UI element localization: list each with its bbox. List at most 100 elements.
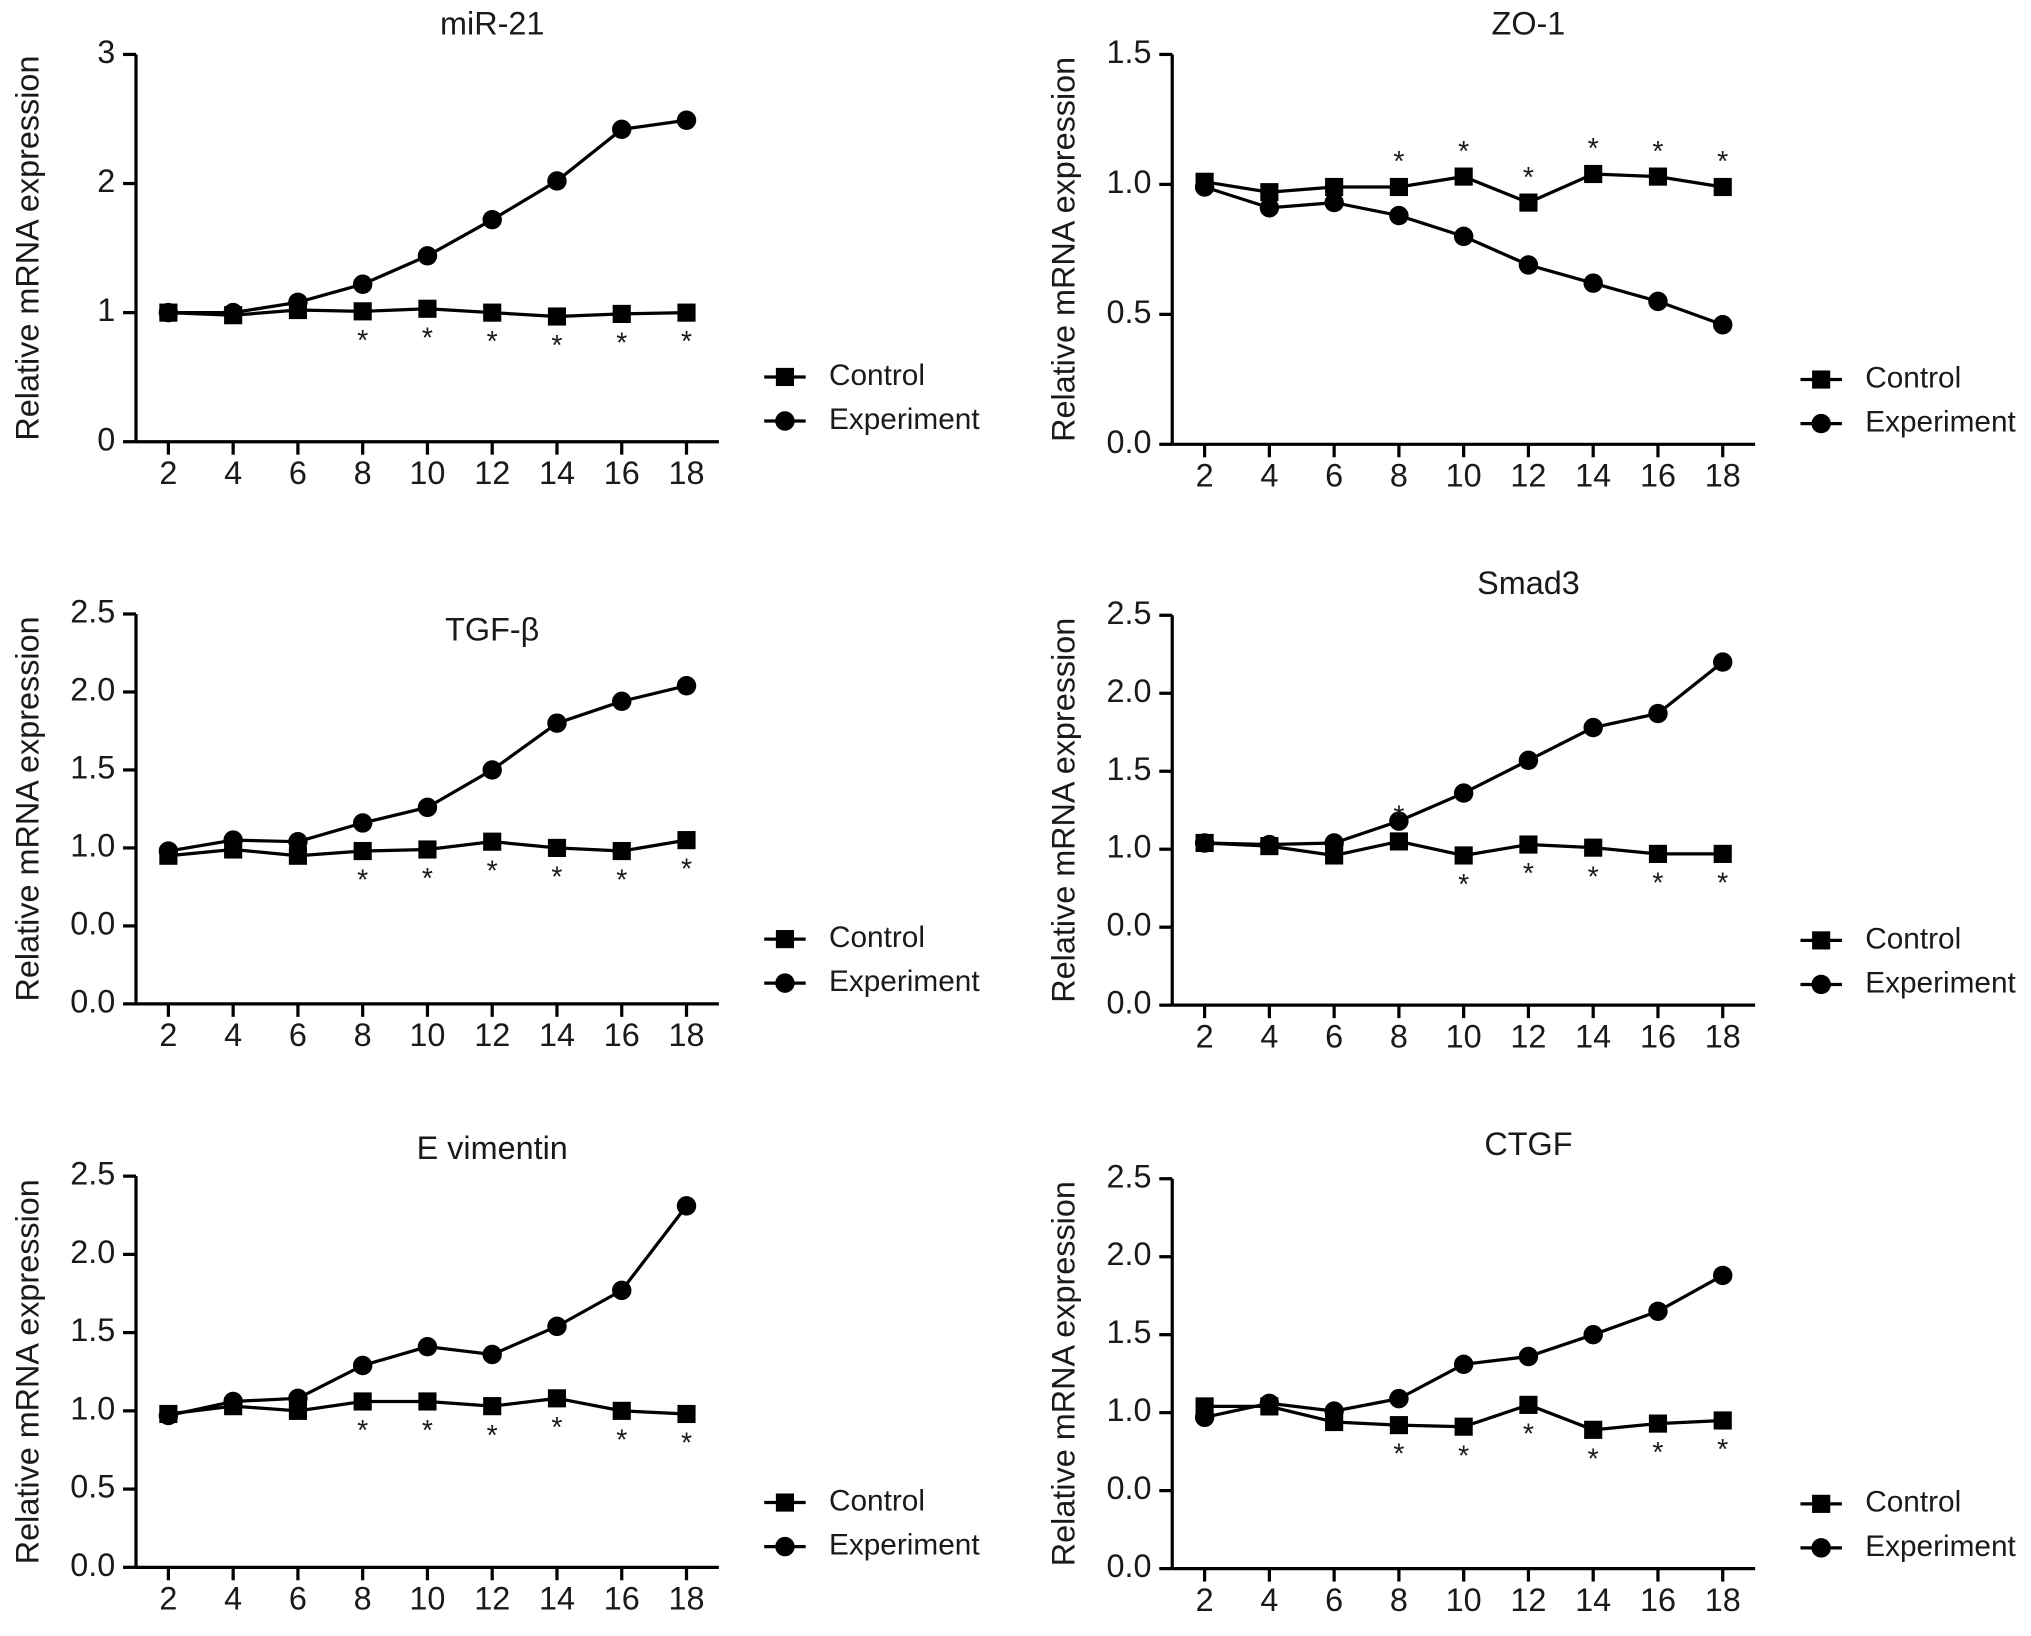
y-tick-label: 1.5 (1106, 751, 1151, 787)
marker-square (612, 1401, 631, 1420)
x-tick-label: 14 (539, 455, 575, 491)
y-axis-label: Relative mRNA expression (9, 1179, 45, 1564)
marker-circle (547, 1316, 567, 1337)
legend-marker (775, 367, 795, 387)
marker-square (1648, 844, 1668, 863)
significance-mark: * (1458, 869, 1469, 901)
x-tick-label: 18 (668, 1017, 704, 1053)
legend-marker (1812, 931, 1831, 950)
significance-mark: * (1458, 1440, 1469, 1472)
series-line (168, 684, 687, 853)
x-tick-label: 4 (224, 1581, 242, 1617)
legend-marker (1812, 370, 1831, 389)
y-axis-label: Relative mRNA expression (1046, 57, 1082, 442)
marker-square (1389, 177, 1408, 197)
x-tick-label: 8 (354, 455, 372, 491)
marker-square (1454, 167, 1473, 186)
panel: Smad3 Relative mRNA expression 0.0 0.0 1.0 1.… (1046, 565, 2017, 1054)
legend-marker (775, 973, 795, 993)
x-tick-label: 8 (1390, 458, 1408, 494)
significance-mark: * (1393, 146, 1404, 178)
marker-circle (1713, 652, 1733, 672)
legend-marker (1811, 1538, 1831, 1558)
significance-mark: * (551, 862, 562, 894)
x-tick-label: 6 (1325, 1018, 1343, 1054)
marker-circle (1259, 198, 1280, 218)
y-tick-label: 3 (97, 34, 115, 70)
marker-circle (1259, 1393, 1280, 1414)
marker-square (1584, 164, 1603, 184)
significance-mark: * (616, 865, 627, 897)
marker-circle (547, 171, 567, 191)
significance-mark: * (551, 330, 562, 362)
chart-title: CTGF (1484, 1126, 1572, 1162)
marker-circle (1324, 833, 1344, 853)
x-tick-label: 16 (604, 1581, 640, 1617)
significance-mark: * (422, 863, 433, 895)
marker-circle (482, 209, 502, 230)
x-tick-label: 12 (1510, 1018, 1546, 1054)
y-axis-label: Relative mRNA expression (1046, 1181, 1082, 1566)
marker-circle (1453, 226, 1474, 247)
marker-square (1648, 1414, 1668, 1433)
significance-mark: * (681, 326, 692, 358)
marker-square (483, 832, 502, 851)
marker-square (1648, 167, 1668, 186)
marker-circle (1583, 717, 1603, 738)
marker-circle (1648, 1301, 1668, 1322)
marker-square (418, 1392, 437, 1411)
x-tick-label: 4 (224, 1017, 242, 1053)
significance-mark: * (1523, 162, 1534, 194)
marker-circle (676, 1196, 697, 1216)
x-tick-label: 8 (1390, 1018, 1408, 1054)
series-line (168, 1204, 688, 1418)
legend-label: Control (829, 921, 925, 954)
marker-square (1519, 1395, 1538, 1414)
x-tick-label: 8 (354, 1581, 372, 1617)
legend-label: Experiment (829, 1528, 980, 1561)
chart-title: miR-21 (440, 5, 544, 41)
legend-marker (775, 1493, 795, 1512)
y-tick-label: 0.5 (1106, 294, 1151, 330)
marker-circle (223, 1391, 243, 1412)
y-tick-label: 1.5 (70, 1312, 115, 1348)
x-tick-label: 6 (289, 1581, 307, 1617)
x-tick-label: 2 (159, 1017, 177, 1053)
marker-circle (223, 302, 243, 323)
significance-mark: * (357, 325, 368, 357)
y-tick-label: 0.0 (70, 1547, 115, 1583)
legend-marker (775, 411, 795, 431)
y-tick-label: 1.5 (1106, 34, 1151, 70)
y-tick-label: 1.5 (1106, 1314, 1151, 1350)
x-tick-label: 16 (1640, 1018, 1676, 1054)
marker-square (1584, 838, 1603, 857)
legend-label: Experiment (829, 403, 980, 436)
legend-label: Control (1865, 922, 1961, 955)
significance-mark: * (1652, 1437, 1663, 1469)
marker-circle (1389, 1388, 1409, 1409)
marker-circle (482, 760, 502, 780)
marker-circle (158, 302, 179, 323)
marker-circle (1389, 811, 1409, 831)
marker-square (418, 840, 437, 859)
chart-title: E vimentin (417, 1130, 568, 1166)
marker-circle (1518, 750, 1539, 771)
y-axis-label: Relative mRNA expression (9, 56, 45, 441)
marker-circle (1389, 205, 1409, 226)
marker-square (1713, 844, 1732, 863)
marker-circle (1583, 273, 1603, 293)
significance-mark: * (487, 1420, 498, 1452)
significance-mark: * (681, 854, 692, 886)
significance-mark: * (616, 1424, 627, 1456)
x-tick-label: 8 (354, 1017, 372, 1053)
marker-square (353, 1392, 372, 1411)
y-tick-label: 0.5 (70, 1469, 115, 1505)
panel: ZO-1 Relative mRNA expression 0.0 0.5 1.0 1.5… (1046, 5, 2017, 493)
legend-marker (775, 1536, 795, 1557)
y-tick-label: 2.5 (70, 594, 115, 630)
y-tick-label: 0.0 (70, 983, 115, 1019)
legend-marker (775, 930, 795, 949)
marker-square (1713, 177, 1732, 197)
x-tick-label: 18 (1705, 1582, 1741, 1618)
chart-title: TGF-β (445, 612, 539, 648)
